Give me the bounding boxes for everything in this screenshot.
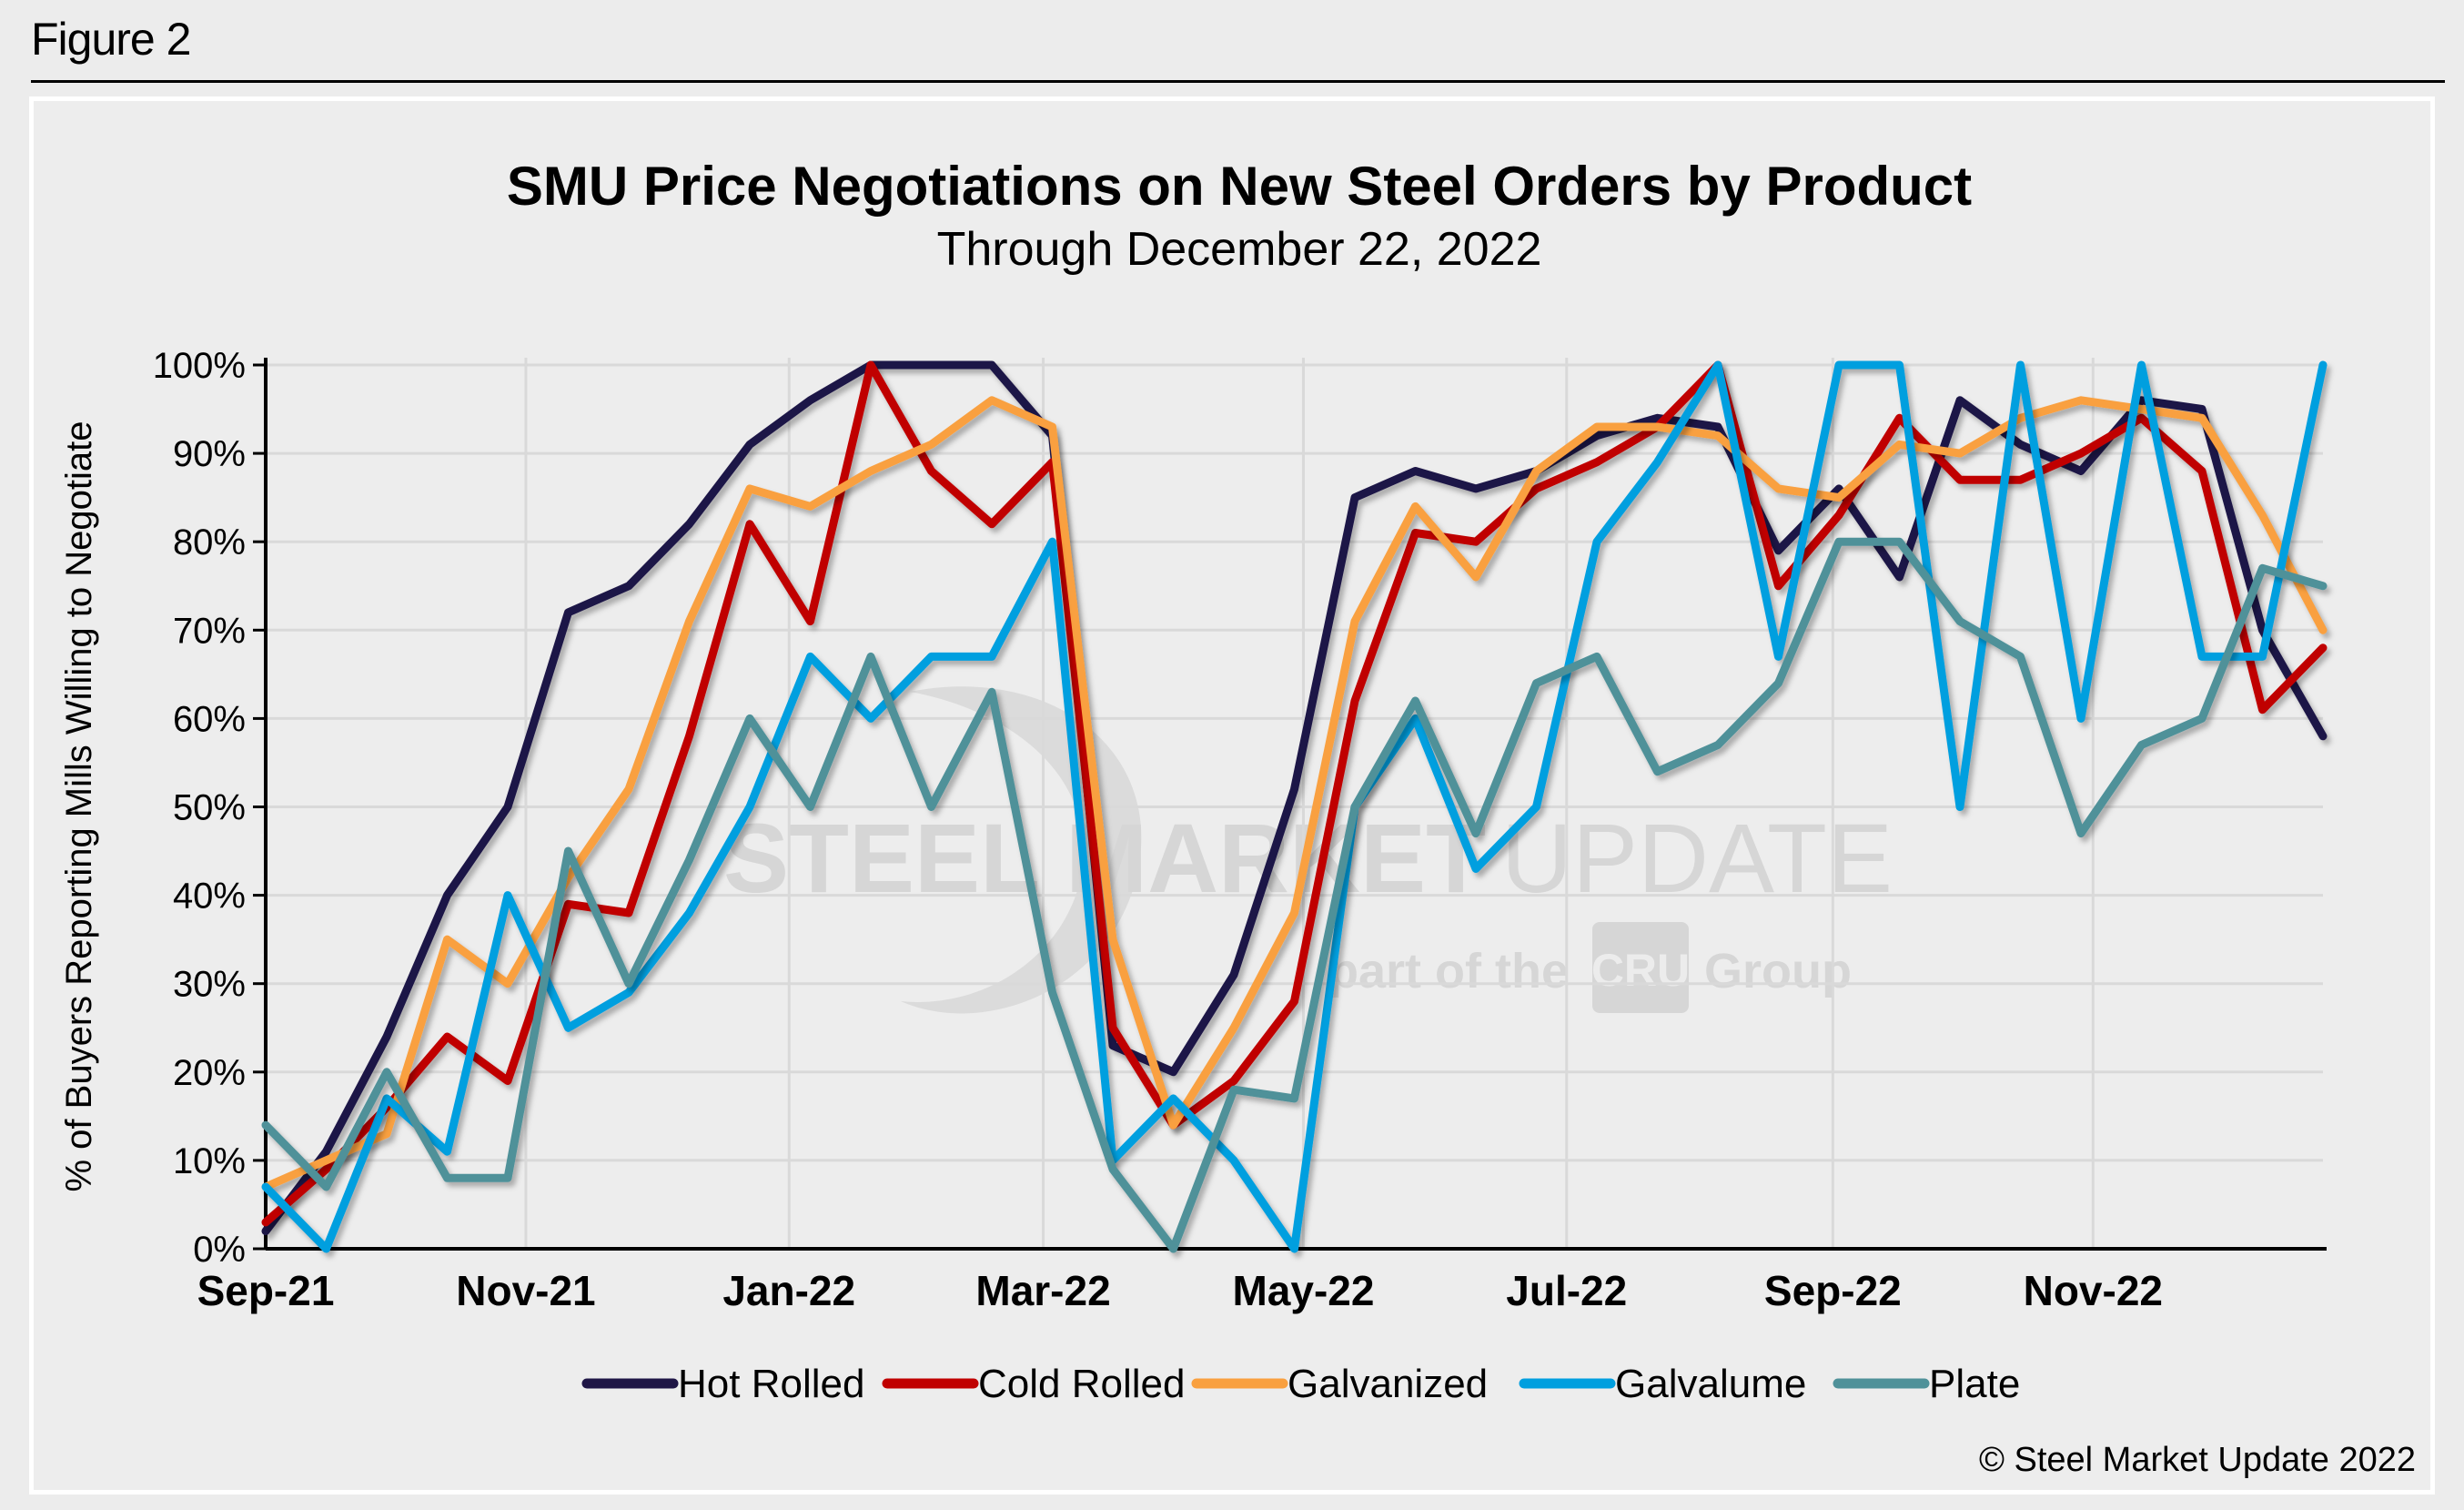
figure-label: Figure 2: [31, 14, 191, 65]
x-axis: Sep-21 Nov-21 Jan-22 Mar-22 May-22 Jul-22 Sep-…: [197, 1247, 2327, 1314]
y-axis-label: % of Buyers Reporting Mills Willing to N…: [59, 421, 99, 1191]
y-tick-label: 90%: [173, 434, 246, 474]
legend-label: Galvalume: [1615, 1362, 1806, 1406]
y-tick-label: 70%: [173, 611, 246, 651]
grid: [266, 358, 2323, 1249]
y-tick-label: 0%: [193, 1230, 246, 1270]
y-tick-label: 10%: [173, 1141, 246, 1181]
y-tick-label: 60%: [173, 699, 246, 739]
x-tick-label: Mar-22: [975, 1267, 1110, 1314]
legend-label: Cold Rolled: [978, 1362, 1185, 1406]
series-line-cold-rolled: [261, 360, 2328, 1227]
series-lines: [261, 360, 2328, 1253]
legend: Hot Rolled Cold Rolled Galvanized Galvalume…: [581, 1362, 2020, 1406]
legend-label: Hot Rolled: [678, 1362, 864, 1406]
watermark-group: Group: [1704, 944, 1852, 998]
x-tick-label: Nov-21: [456, 1267, 595, 1314]
chart-subtitle: Through December 22, 2022: [937, 223, 1542, 276]
legend-label: Plate: [1929, 1362, 2020, 1406]
header-rule: [31, 80, 2445, 83]
copyright: © Steel Market Update 2022: [1979, 1441, 2416, 1479]
y-tick-label: 100%: [153, 346, 246, 386]
y-tick-label: 30%: [173, 965, 246, 1005]
series-line-galvalume: [261, 360, 2328, 1253]
legend-label: Galvanized: [1288, 1362, 1488, 1406]
watermark-cru-box: [1592, 922, 1689, 1013]
watermark-cru-text: CRU: [1591, 945, 1690, 996]
y-tick-label: 50%: [173, 788, 246, 828]
series-line-plate: [261, 537, 2328, 1253]
chart-title: SMU Price Negotiations on New Steel Orde…: [507, 156, 1972, 217]
series-line-hot-rolled: [261, 360, 2328, 1236]
x-tick-label: May-22: [1232, 1267, 1374, 1314]
y-tick-label: 80%: [173, 522, 246, 562]
x-tick-label: Jan-22: [722, 1267, 855, 1314]
y-axis: 0% 10% 20% 30% 40% 50% 60% 70% 80% 90% 100%: [153, 346, 268, 1270]
x-tick-label: Sep-21: [197, 1267, 335, 1314]
chart-panel: [29, 96, 2435, 1495]
x-tick-label: Jul-22: [1506, 1267, 1627, 1314]
x-tick-label: Sep-22: [1764, 1267, 1902, 1314]
x-tick-label: Nov-22: [2024, 1267, 2163, 1314]
series-line-galvanized: [261, 396, 2328, 1191]
y-tick-label: 40%: [173, 877, 246, 917]
y-tick-label: 20%: [173, 1053, 246, 1093]
watermark-tagline: part of the: [1328, 944, 1569, 998]
